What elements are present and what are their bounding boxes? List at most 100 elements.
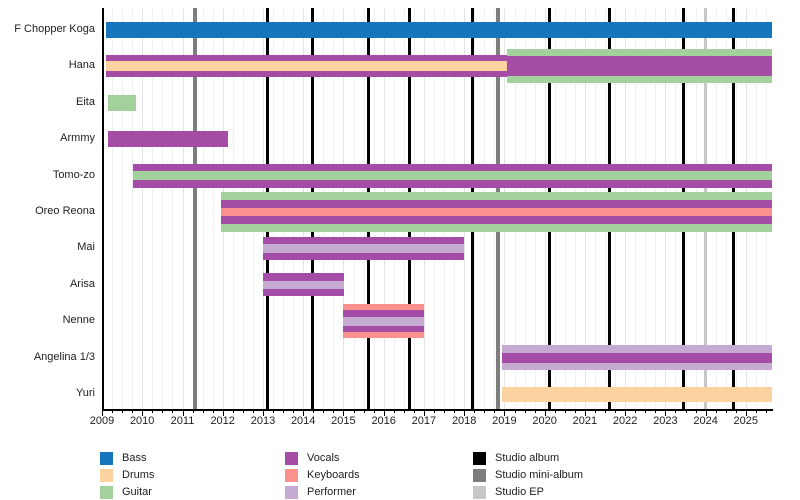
x-axis-line xyxy=(102,409,773,411)
member-label: Oreo Reona xyxy=(35,205,95,217)
x-tick-minor xyxy=(735,410,737,413)
minor-gridline xyxy=(212,8,214,409)
x-tick-major xyxy=(383,410,385,416)
x-tick-minor xyxy=(162,410,164,413)
legend-label: Guitar xyxy=(122,486,152,498)
x-tick-minor xyxy=(715,410,717,413)
x-tick-major xyxy=(142,410,144,416)
timeline-bar-guitar xyxy=(133,171,772,181)
member-label: Eita xyxy=(76,95,95,108)
x-tick-minor xyxy=(574,410,576,413)
x-tick-label: 2012 xyxy=(210,415,235,427)
minor-gridline xyxy=(162,8,164,409)
timeline-bar-vocals xyxy=(108,131,228,148)
x-tick-minor xyxy=(615,410,617,413)
x-tick-label: 2019 xyxy=(492,415,517,427)
x-tick-minor xyxy=(454,410,456,413)
x-tick-label: 2022 xyxy=(612,415,638,427)
x-tick-label: 2017 xyxy=(411,415,437,427)
x-tick-minor xyxy=(594,410,596,413)
x-tick-minor xyxy=(172,410,174,413)
x-tick-label: 2016 xyxy=(371,415,396,427)
legend-label: Performer xyxy=(307,486,356,498)
legend-swatch xyxy=(285,469,298,482)
x-tick-major xyxy=(102,410,103,416)
minor-gridline xyxy=(122,8,124,409)
minor-gridline xyxy=(112,8,114,409)
x-tick-minor xyxy=(655,410,657,413)
timeline-bar-bass xyxy=(106,22,772,38)
minor-gridline xyxy=(132,8,134,409)
timeline-bar-drums xyxy=(106,61,508,72)
legend-swatch xyxy=(473,469,486,482)
x-tick-label: 2018 xyxy=(451,415,477,427)
x-tick-major xyxy=(544,410,546,416)
x-tick-major xyxy=(423,410,425,416)
x-tick-minor xyxy=(755,410,757,413)
x-tick-minor xyxy=(323,410,325,413)
x-tick-label: 2015 xyxy=(331,415,356,427)
legend-swatch xyxy=(285,486,298,499)
x-tick-minor xyxy=(635,410,637,413)
x-tick-minor xyxy=(675,410,677,413)
x-tick-minor xyxy=(766,410,767,413)
member-label: F Chopper Koga xyxy=(14,23,95,35)
timeline-bar-keyboards xyxy=(220,208,772,216)
x-tick-minor xyxy=(373,410,375,413)
x-tick-minor xyxy=(273,410,274,413)
legend-label: Keyboards xyxy=(307,469,360,481)
x-tick-minor xyxy=(393,410,395,413)
minor-gridline xyxy=(172,8,174,409)
x-tick-minor xyxy=(353,410,355,413)
x-tick-minor xyxy=(725,410,727,413)
x-tick-minor xyxy=(554,410,556,413)
timeline-bar-drums xyxy=(502,386,772,402)
x-tick-minor xyxy=(695,410,697,413)
x-tick-minor xyxy=(212,410,214,413)
x-tick-minor xyxy=(494,410,496,413)
x-tick-minor xyxy=(524,410,526,413)
member-label: Hana xyxy=(68,59,95,72)
x-tick-minor xyxy=(152,410,154,413)
legend-label: Vocals xyxy=(307,452,340,464)
x-tick-minor xyxy=(192,410,194,413)
x-tick-major xyxy=(745,410,747,416)
x-tick-label: 2014 xyxy=(290,415,316,427)
timeline-bar-performer xyxy=(343,316,424,326)
legend-label: Drums xyxy=(122,469,155,481)
x-tick-major xyxy=(504,410,506,416)
member-label: Armmy xyxy=(60,132,95,145)
legend-swatch xyxy=(473,486,486,499)
x-tick-label: 2010 xyxy=(129,415,155,427)
x-tick-label: 2009 xyxy=(89,415,115,427)
member-label: Nenne xyxy=(62,314,95,327)
x-tick-major xyxy=(584,410,586,416)
x-tick-minor xyxy=(484,410,486,413)
member-label: Tomo-zo xyxy=(52,168,95,181)
x-tick-major xyxy=(222,410,224,416)
x-tick-label: 2024 xyxy=(693,415,718,427)
timeline-bar-vocals xyxy=(502,352,772,363)
timeline-bar-vocals xyxy=(507,56,772,77)
x-tick-minor xyxy=(283,410,285,413)
legend-label: Studio EP xyxy=(495,486,544,498)
timeline-bar-performer xyxy=(263,243,465,253)
x-tick-minor xyxy=(474,410,476,413)
legend-swatch xyxy=(285,452,298,465)
minor-gridline xyxy=(202,8,204,409)
x-tick-minor xyxy=(413,410,415,413)
x-tick-major xyxy=(303,410,305,416)
member-label: Arisa xyxy=(69,277,95,290)
x-tick-minor xyxy=(252,410,254,413)
x-tick-label: 2023 xyxy=(653,415,678,427)
member-label: Mai xyxy=(77,241,95,254)
x-tick-minor xyxy=(444,410,445,413)
legend-swatch xyxy=(100,469,113,482)
x-tick-major xyxy=(705,410,707,416)
legend-swatch xyxy=(473,452,486,465)
year-gridline xyxy=(182,8,184,409)
minor-gridline xyxy=(152,8,154,409)
